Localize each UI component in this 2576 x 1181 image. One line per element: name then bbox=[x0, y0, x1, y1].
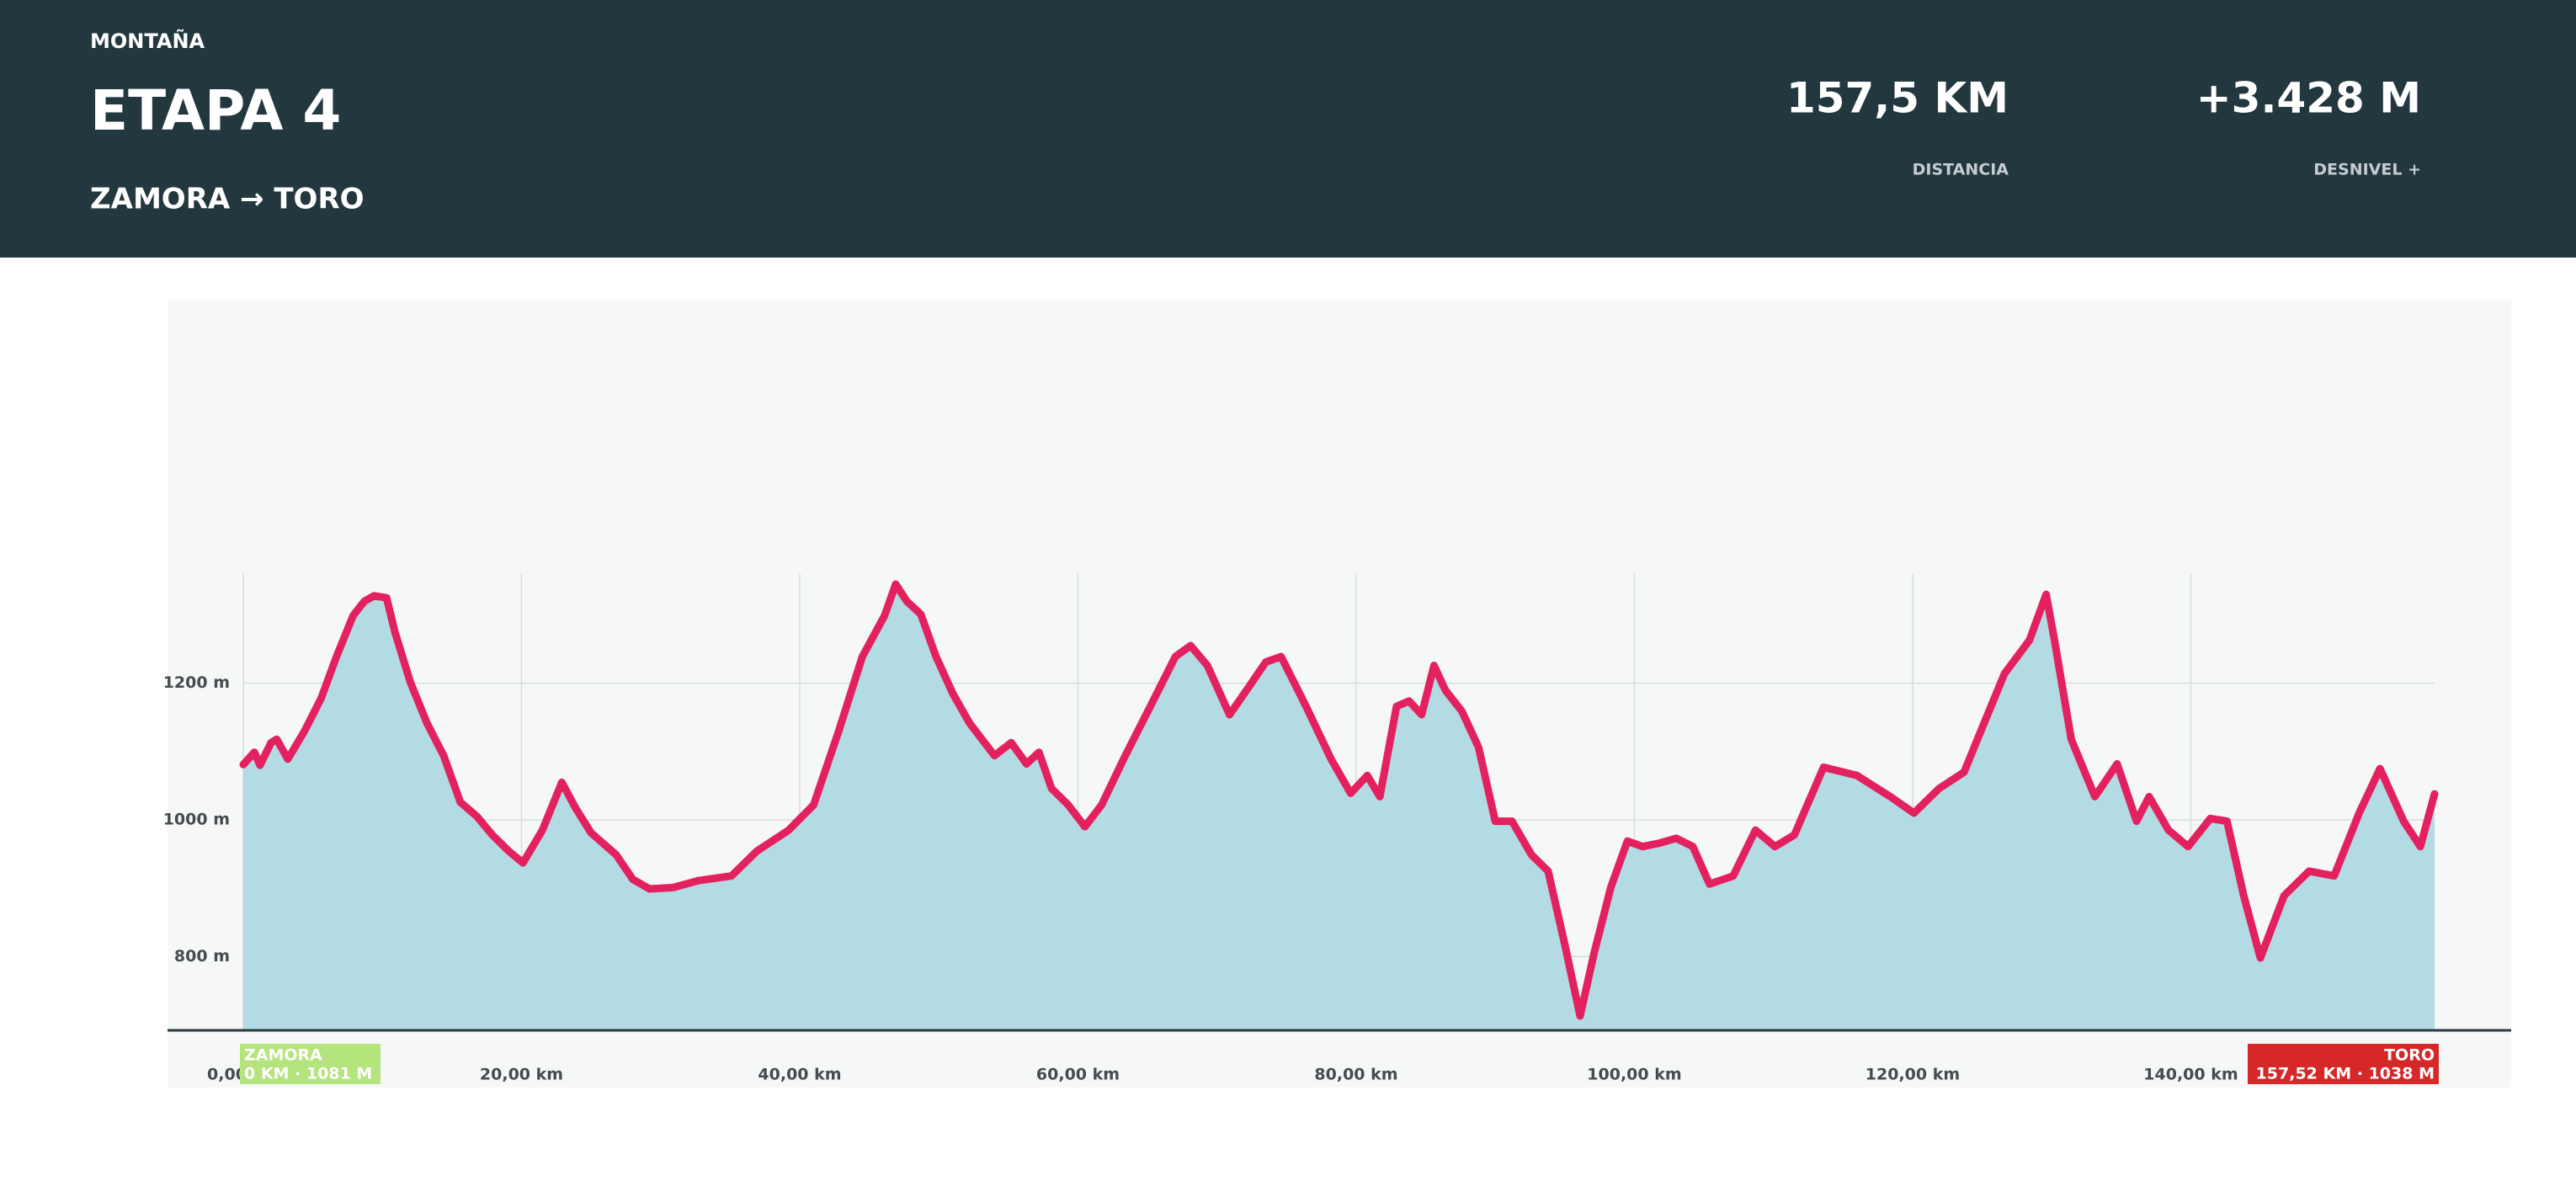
stat-label: DESNIVEL + bbox=[2313, 161, 2421, 179]
x-tick-label: 80,00 km bbox=[1314, 1066, 1397, 1084]
y-tick-label: 1200 m bbox=[163, 673, 230, 692]
header-band bbox=[0, 0, 2576, 258]
stat-value: +3.428 M bbox=[2196, 74, 2421, 123]
endpoint-detail: 157,52 KM · 1038 M bbox=[2256, 1065, 2435, 1083]
endpoint-name: ZAMORA bbox=[244, 1046, 322, 1065]
y-tick-label: 1000 m bbox=[163, 811, 230, 829]
endpoint-badge bbox=[240, 1044, 381, 1084]
category: MONTAÑA bbox=[90, 29, 205, 53]
x-tick-label: 60,00 km bbox=[1036, 1066, 1120, 1084]
endpoint-badge bbox=[2248, 1044, 2439, 1084]
x-tick-label: 20,00 km bbox=[480, 1066, 563, 1084]
y-tick-label: 800 m bbox=[174, 947, 230, 966]
title: ETAPA 4 bbox=[90, 78, 341, 143]
endpoint-detail: 0 KM · 1081 M bbox=[244, 1065, 372, 1083]
stat-label: DISTANCIA bbox=[1913, 161, 2009, 179]
x-tick-label: 120,00 km bbox=[1865, 1066, 1960, 1084]
x-tick-label: 100,00 km bbox=[1587, 1066, 1681, 1084]
line bbox=[239, 580, 2439, 1020]
stat-value: 157,5 KM bbox=[1786, 74, 2009, 123]
x-tick-label: 40,00 km bbox=[758, 1066, 841, 1084]
route: ZAMORA → TORO bbox=[90, 183, 365, 216]
endpoint-name: TORO bbox=[2384, 1046, 2435, 1065]
x-tick-label: 140,00 km bbox=[2143, 1066, 2238, 1084]
area bbox=[243, 584, 2435, 1030]
